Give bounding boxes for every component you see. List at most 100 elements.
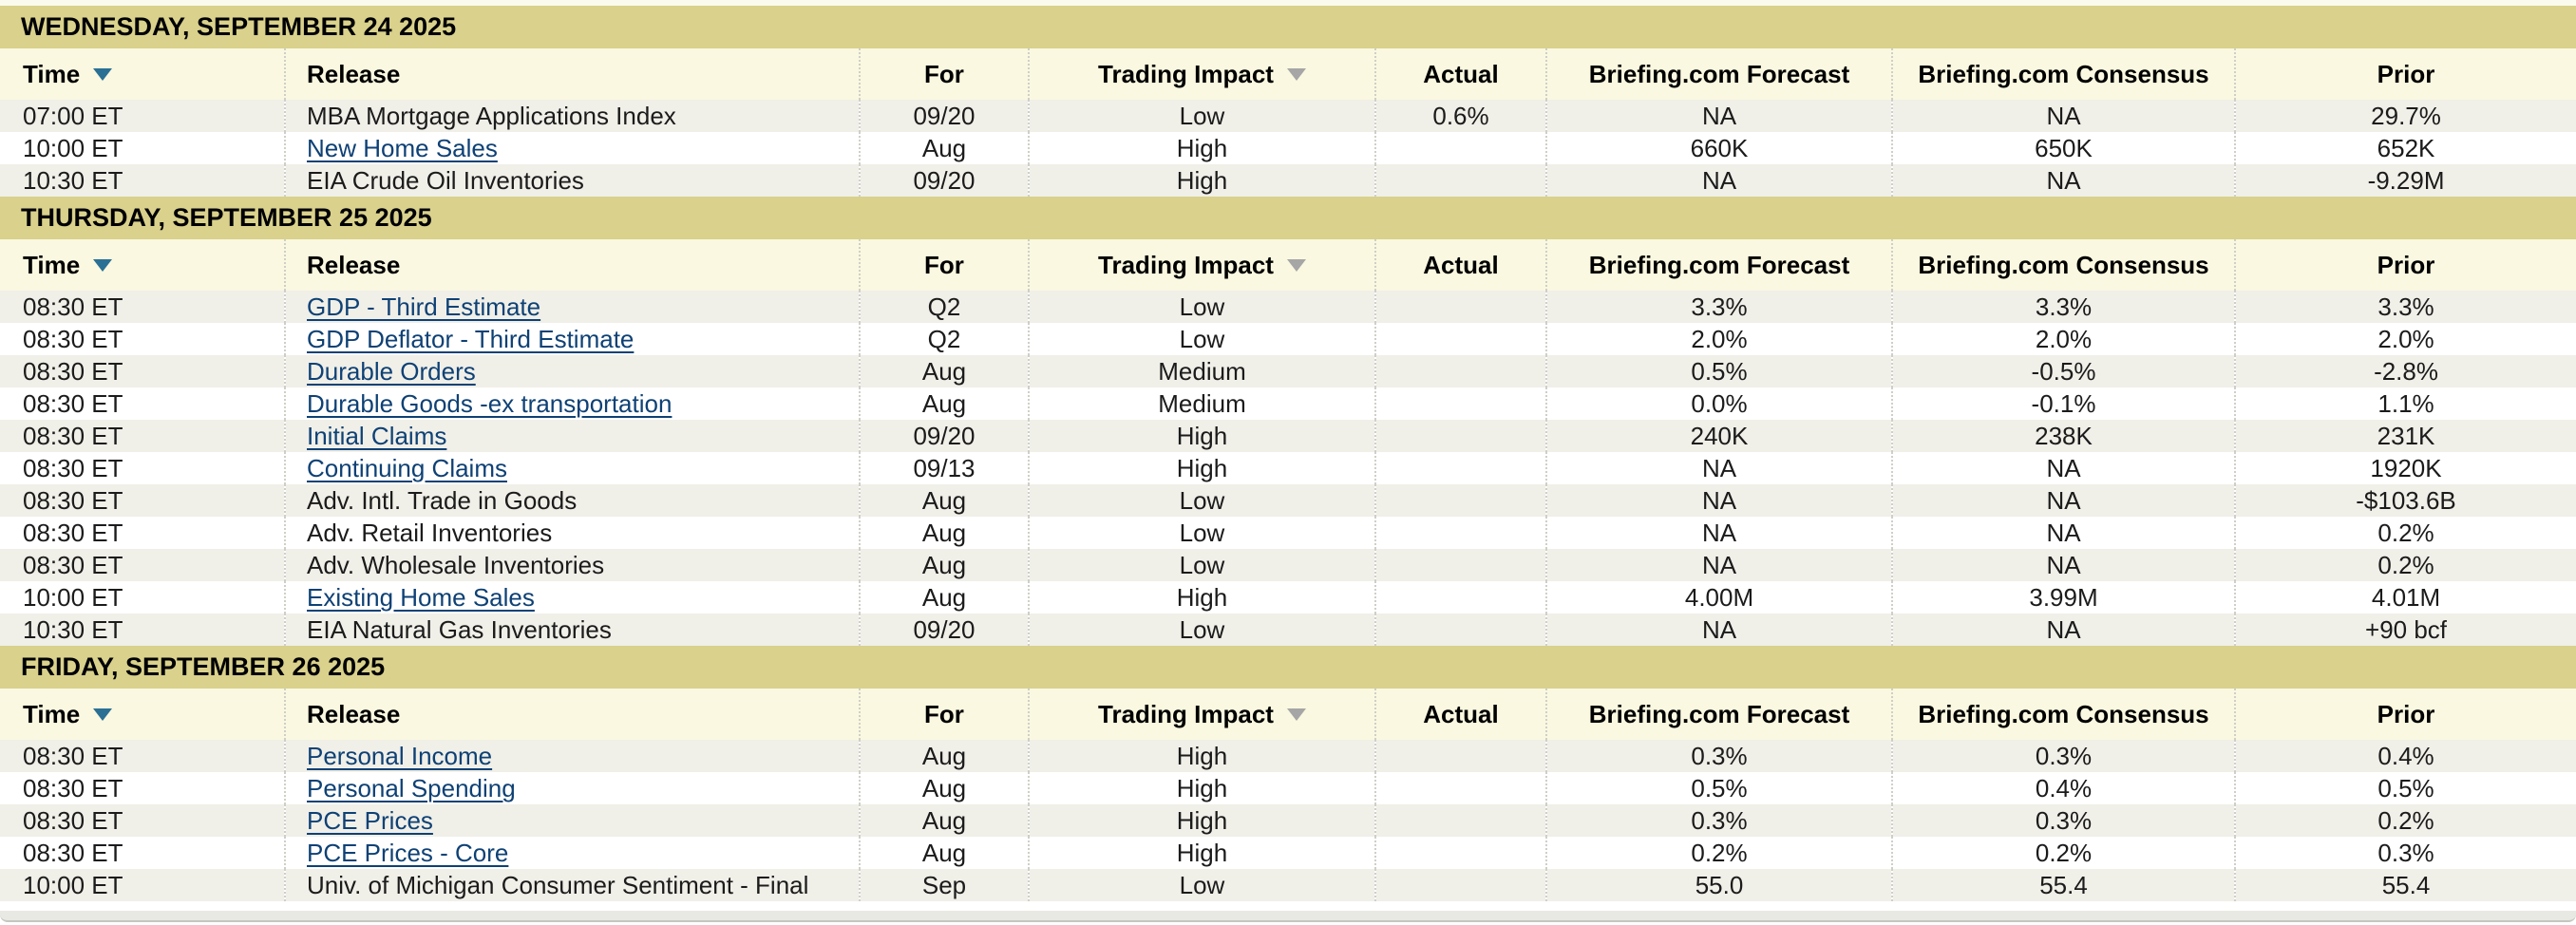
forecast-value: 0.5% bbox=[1691, 357, 1748, 386]
release-cell: Adv. Intl. Trade in Goods bbox=[284, 484, 860, 517]
consensus-cell: 55.4 bbox=[1891, 869, 2235, 901]
for-cell: Sep bbox=[859, 869, 1029, 901]
forecast-value: NA bbox=[1701, 166, 1737, 195]
actual-cell bbox=[1374, 517, 1546, 549]
consensus-cell: -0.1% bbox=[1891, 387, 2235, 420]
actual-cell bbox=[1374, 484, 1546, 517]
actual-cell bbox=[1374, 740, 1546, 772]
impact-value: High bbox=[1176, 806, 1228, 835]
prior-cell: 29.7% bbox=[2233, 100, 2576, 132]
day-band-row: WEDNESDAY, SEPTEMBER 24 2025 bbox=[0, 6, 2576, 48]
prior-cell: 3.3% bbox=[2233, 291, 2576, 323]
column-header-time[interactable]: Time bbox=[0, 239, 285, 291]
release-link[interactable]: New Home Sales bbox=[307, 134, 498, 162]
time-cell: 08:30 ET bbox=[0, 549, 285, 581]
actual-cell bbox=[1374, 420, 1546, 452]
time-value: 08:30 ET bbox=[23, 357, 123, 386]
release-value: Univ. of Michigan Consumer Sentiment - F… bbox=[307, 871, 809, 899]
prior-cell: 231K bbox=[2233, 420, 2576, 452]
prior-value: 3.3% bbox=[2377, 293, 2434, 321]
consensus-cell: NA bbox=[1891, 164, 2235, 197]
release-link[interactable]: Existing Home Sales bbox=[307, 583, 535, 612]
for-value: Sep bbox=[921, 871, 967, 899]
time-cell: 08:30 ET bbox=[0, 517, 285, 549]
impact-cell: High bbox=[1028, 452, 1375, 484]
column-header-time[interactable]: Time bbox=[0, 689, 285, 740]
release-cell: MBA Mortgage Applications Index bbox=[284, 100, 860, 132]
column-header-label: Actual bbox=[1423, 250, 1499, 279]
column-header-label: For bbox=[924, 59, 964, 88]
release-link[interactable]: PCE Prices bbox=[307, 806, 433, 835]
release-link[interactable]: GDP - Third Estimate bbox=[307, 293, 541, 321]
forecast-cell: NA bbox=[1545, 100, 1892, 132]
prior-cell: 0.2% bbox=[2233, 517, 2576, 549]
for-value: Aug bbox=[921, 519, 967, 547]
prior-cell: 0.2% bbox=[2233, 804, 2576, 837]
column-header-impact[interactable]: Trading Impact bbox=[1028, 239, 1375, 291]
release-cell: GDP Deflator - Third Estimate bbox=[284, 323, 860, 355]
actual-cell bbox=[1374, 164, 1546, 197]
impact-value: High bbox=[1176, 166, 1228, 195]
forecast-value: NA bbox=[1701, 486, 1737, 515]
column-header-prior: Prior bbox=[2233, 239, 2576, 291]
actual-cell bbox=[1374, 452, 1546, 484]
time-cell: 10:00 ET bbox=[0, 581, 285, 614]
forecast-value: 660K bbox=[1690, 134, 1749, 162]
column-header-prior: Prior bbox=[2233, 48, 2576, 100]
for-value: Aug bbox=[921, 806, 967, 835]
consensus-value: 0.4% bbox=[2035, 774, 2093, 802]
consensus-cell: 2.0% bbox=[1891, 323, 2235, 355]
impact-cell: High bbox=[1028, 772, 1375, 804]
column-header-label: Prior bbox=[2377, 250, 2435, 279]
for-cell: Q2 bbox=[859, 291, 1029, 323]
event-row: 08:30 ET Adv. Wholesale Inventories Aug Low… bbox=[0, 549, 2576, 581]
impact-cell: Low bbox=[1028, 291, 1375, 323]
forecast-cell: 0.5% bbox=[1545, 355, 1892, 387]
column-header-impact[interactable]: Trading Impact bbox=[1028, 689, 1375, 740]
release-link[interactable]: Continuing Claims bbox=[307, 454, 507, 482]
release-link[interactable]: Personal Income bbox=[307, 742, 493, 770]
forecast-value: 0.5% bbox=[1691, 774, 1748, 802]
release-link[interactable]: PCE Prices - Core bbox=[307, 839, 509, 867]
prior-value: 29.7% bbox=[2371, 102, 2441, 130]
column-header-forecast: Briefing.com Forecast bbox=[1545, 239, 1892, 291]
column-header-label: Briefing.com Consensus bbox=[1918, 699, 2209, 728]
forecast-cell: NA bbox=[1545, 517, 1892, 549]
release-link[interactable]: GDP Deflator - Third Estimate bbox=[307, 325, 635, 353]
prior-cell: +90 bcf bbox=[2233, 614, 2576, 646]
event-row: 10:00 ET New Home Sales Aug High 660K 650K 652… bbox=[0, 132, 2576, 164]
event-row: 08:30 ET GDP Deflator - Third Estimate Q2 L… bbox=[0, 323, 2576, 355]
time-value: 08:30 ET bbox=[23, 742, 123, 770]
column-header-time[interactable]: Time bbox=[0, 48, 285, 100]
impact-value: Medium bbox=[1158, 357, 1246, 386]
for-value: 09/20 bbox=[913, 615, 975, 644]
column-header-label: Briefing.com Forecast bbox=[1588, 250, 1850, 279]
release-cell: New Home Sales bbox=[284, 132, 860, 164]
forecast-value: NA bbox=[1701, 519, 1737, 547]
release-cell: Personal Income bbox=[284, 740, 860, 772]
prior-value: -2.8% bbox=[2374, 357, 2438, 386]
column-header-forecast: Briefing.com Forecast bbox=[1545, 48, 1892, 100]
forecast-value: NA bbox=[1701, 454, 1737, 482]
impact-value: High bbox=[1176, 422, 1228, 450]
release-link[interactable]: Durable Goods -ex transportation bbox=[307, 389, 672, 418]
consensus-cell: NA bbox=[1891, 484, 2235, 517]
release-cell: Existing Home Sales bbox=[284, 581, 860, 614]
release-cell: Personal Spending bbox=[284, 772, 860, 804]
release-link[interactable]: Initial Claims bbox=[307, 422, 447, 450]
for-cell: Aug bbox=[859, 804, 1029, 837]
column-header-impact[interactable]: Trading Impact bbox=[1028, 48, 1375, 100]
actual-cell bbox=[1374, 804, 1546, 837]
prior-cell: 0.4% bbox=[2233, 740, 2576, 772]
for-cell: Aug bbox=[859, 549, 1029, 581]
release-cell: Adv. Retail Inventories bbox=[284, 517, 860, 549]
impact-value: Low bbox=[1179, 519, 1225, 547]
prior-cell: 1920K bbox=[2233, 452, 2576, 484]
consensus-value: NA bbox=[2046, 519, 2081, 547]
time-value: 10:00 ET bbox=[23, 134, 123, 162]
forecast-value: 3.3% bbox=[1691, 293, 1748, 321]
release-link[interactable]: Durable Orders bbox=[307, 357, 476, 386]
column-header-release: Release bbox=[284, 689, 860, 740]
event-row: 08:30 ET Adv. Intl. Trade in Goods Aug Low N… bbox=[0, 484, 2576, 517]
release-link[interactable]: Personal Spending bbox=[307, 774, 516, 802]
